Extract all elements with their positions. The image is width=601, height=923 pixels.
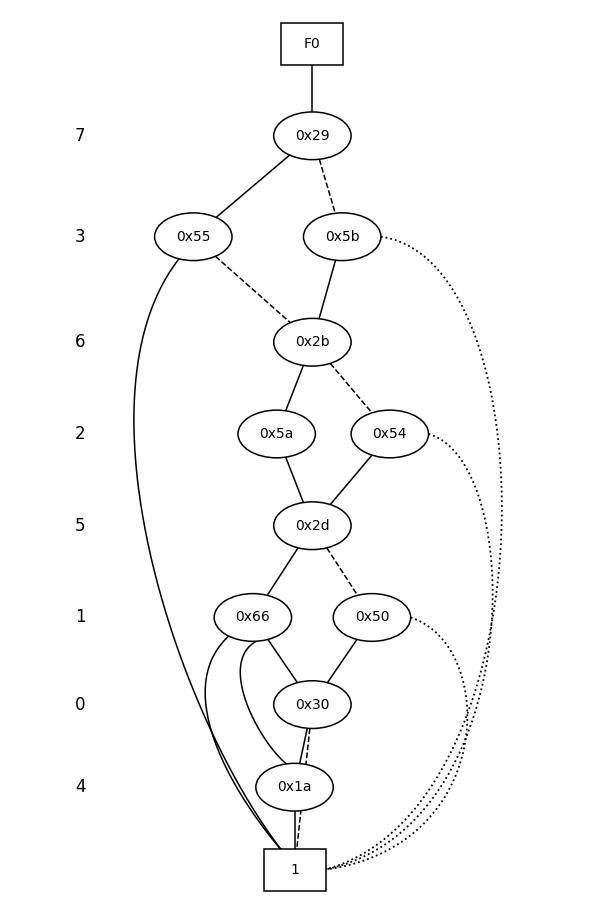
Text: 7: 7 [75,126,85,145]
Ellipse shape [273,502,351,549]
Text: 0: 0 [75,696,85,713]
FancyBboxPatch shape [264,848,326,891]
Ellipse shape [154,213,232,260]
Text: 0x5a: 0x5a [260,427,294,441]
Text: 0x2d: 0x2d [295,519,330,533]
Ellipse shape [273,112,351,160]
Ellipse shape [351,410,429,458]
Text: 0x1a: 0x1a [277,780,312,794]
Ellipse shape [238,410,316,458]
Ellipse shape [273,681,351,728]
Text: 0x50: 0x50 [355,610,389,625]
Text: 1: 1 [290,863,299,877]
Text: 0x54: 0x54 [373,427,407,441]
Text: 4: 4 [75,778,85,797]
Text: 0x5b: 0x5b [325,230,359,244]
Text: 1: 1 [75,608,85,627]
Text: F0: F0 [304,37,321,51]
Text: 0x30: 0x30 [295,698,330,712]
Text: 5: 5 [75,517,85,534]
Text: 0x66: 0x66 [236,610,270,625]
Ellipse shape [256,763,333,811]
Text: 0x29: 0x29 [295,129,330,143]
Text: 3: 3 [75,228,85,246]
Text: 0x55: 0x55 [176,230,210,244]
FancyBboxPatch shape [281,23,343,66]
Text: 0x2b: 0x2b [295,335,330,349]
Ellipse shape [333,593,410,641]
Text: 2: 2 [75,425,85,443]
Text: 6: 6 [75,333,85,352]
Ellipse shape [304,213,381,260]
Ellipse shape [273,318,351,366]
Ellipse shape [214,593,291,641]
